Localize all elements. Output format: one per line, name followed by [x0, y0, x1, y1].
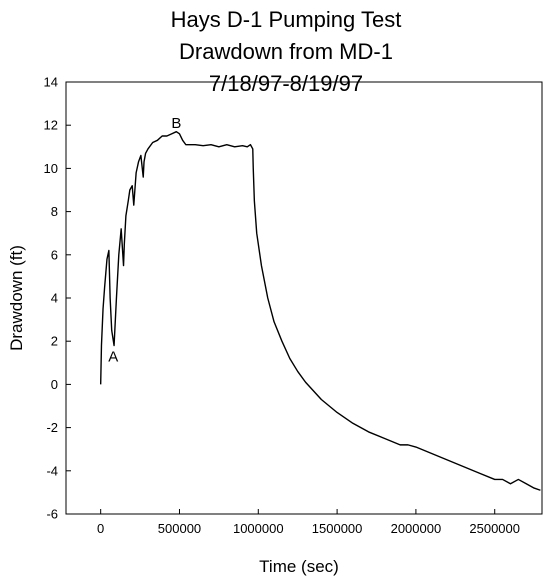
y-axis-ticks: -6 -4 -2 0 2 4 6 8 10 12 14: [44, 75, 71, 522]
x-tick-label: 0: [97, 521, 104, 536]
plot-area-frame: [65, 81, 543, 515]
y-tick-label: -2: [46, 420, 58, 435]
x-tick-label: 1500000: [312, 521, 363, 536]
y-tick-label: 6: [51, 247, 58, 262]
y-tick-label: 2: [51, 334, 58, 349]
drawdown-series-line: [99, 130, 541, 491]
title-line-1: Hays D-1 Pumping Test: [171, 7, 402, 32]
title-line-3: 7/18/97-8/19/97: [209, 71, 363, 96]
x-tick-label: 1000000: [233, 521, 284, 536]
x-tick-label: 500000: [158, 521, 201, 536]
x-axis-ticks: 0 500000 1000000 1500000 2000000 2500000: [97, 509, 520, 536]
y-tick-label: 12: [44, 118, 58, 133]
y-tick-label: 14: [44, 75, 58, 90]
title-line-2: Drawdown from MD-1: [179, 39, 393, 64]
chart-annotations: AB: [108, 115, 181, 365]
y-axis-label: Drawdown (ft): [7, 245, 26, 351]
y-tick-label: 4: [51, 291, 58, 306]
y-tick-label: -4: [46, 463, 58, 478]
chart-title: Hays D-1 Pumping Test Drawdown from MD-1…: [171, 7, 402, 96]
x-tick-label: 2000000: [391, 521, 442, 536]
x-axis-label: Time (sec): [259, 557, 339, 576]
y-tick-label: 10: [44, 161, 58, 176]
y-tick-label: 0: [51, 377, 58, 392]
y-tick-label: -6: [46, 507, 58, 522]
annotation-label-b: B: [171, 115, 181, 132]
y-tick-label: 8: [51, 204, 58, 219]
annotation-label-a: A: [108, 348, 118, 365]
x-tick-label: 2500000: [469, 521, 520, 536]
